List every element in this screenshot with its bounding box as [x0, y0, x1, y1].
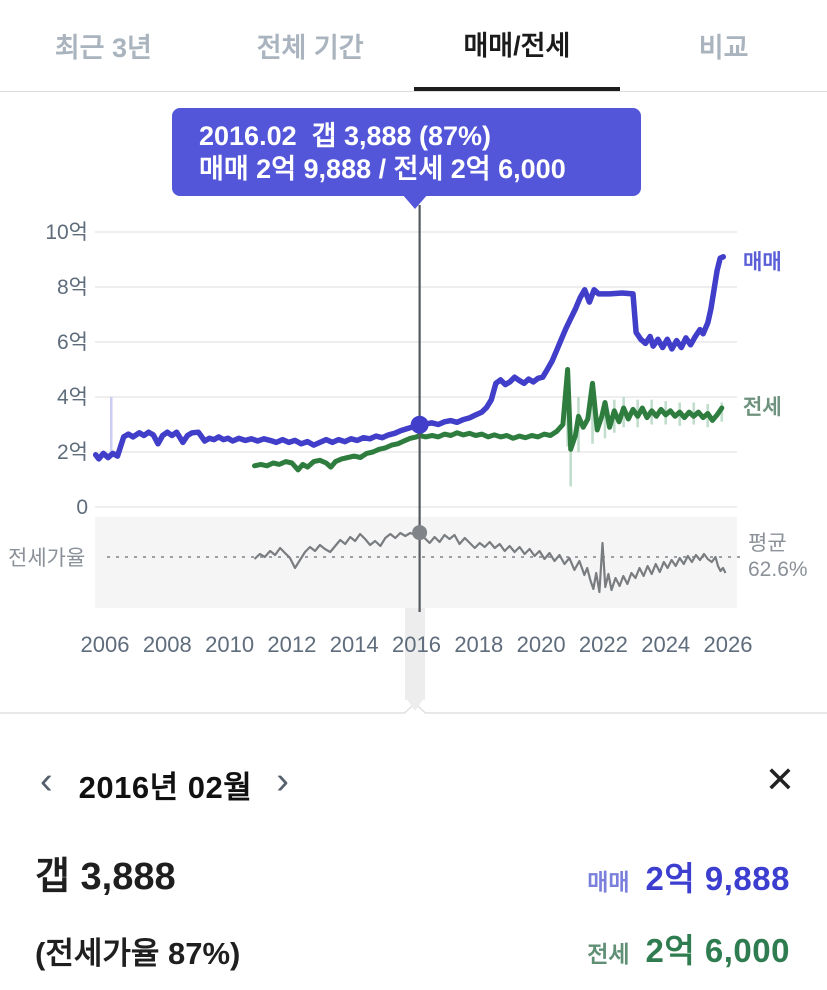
sale-value: 2억 9,888 [645, 860, 790, 897]
tooltip-line1: 2016.02 갭 3,888 (87%) [199, 121, 492, 151]
sale-price-row: 매매 2억 9,888 [587, 852, 790, 900]
x-axis-year-label: 2010 [205, 632, 254, 657]
jeonse-price-line [252, 367, 725, 473]
y-axis-tick-label: 4억 [57, 386, 88, 409]
jeonse-series-label: 전세 [743, 396, 782, 419]
tooltip-arrow [402, 194, 428, 209]
period-tab-bar: 최근 3년 전체 기간 매매/전세 비교 [0, 0, 827, 92]
price-summary: 매매 2억 9,888 전세 2억 6,000 [587, 852, 790, 972]
average-label: 평균 [748, 532, 787, 555]
x-axis-year-label: 2014 [330, 632, 379, 657]
selected-month-title: 2016년 02월 [78, 769, 253, 805]
average-value-label: 62.6% [748, 558, 808, 581]
x-axis-year-label: 2020 [517, 632, 566, 657]
jeonse-price-row: 전세 2억 6,000 [587, 924, 790, 972]
y-axis-tick-label: 0 [76, 496, 88, 519]
x-axis-year-label: 2018 [454, 632, 503, 657]
detail-panel-header: ‹ 2016년 02월 › ✕ [0, 756, 827, 812]
tab-compare[interactable]: 비교 [698, 33, 749, 63]
jeonse-value: 2억 6,000 [645, 932, 790, 969]
jeonse-ratio-line [253, 531, 727, 594]
gap-value: 갭 3,888 [35, 856, 176, 898]
selection-column-band [405, 608, 425, 700]
jeonse-label: 전세 [587, 941, 630, 967]
x-axis-year-label: 2008 [143, 632, 192, 657]
x-axis-year-label: 2012 [267, 632, 316, 657]
sale-point-marker [410, 415, 429, 434]
prev-month-button[interactable]: ‹ [40, 760, 53, 802]
y-axis-tick-label: 6억 [57, 331, 88, 354]
tab-entire-period[interactable]: 전체 기간 [256, 33, 364, 63]
close-icon[interactable]: ✕ [764, 759, 795, 800]
x-axis-year-label: 2022 [579, 632, 628, 657]
ratio-point-marker [412, 525, 428, 541]
chart-tooltip: 2016.02 갭 3,888 (87%) 매매 2억 9,888 / 전세 2… [172, 108, 641, 209]
selection-band-tip [406, 698, 424, 711]
sale-series-label: 매매 [743, 251, 782, 274]
x-axis-year-label: 2024 [641, 632, 690, 657]
x-axis-year-label: 2026 [704, 632, 753, 657]
tab-sale-jeonse[interactable]: 매매/전세 [413, 0, 621, 91]
sale-label: 매매 [587, 869, 630, 895]
y-axis-tick-label: 2억 [57, 441, 88, 464]
gap-summary: 갭 3,888 (전세가율 87%) [35, 845, 240, 973]
y-axis-tick-label: 10억 [45, 221, 88, 244]
y-axis-tick-label: 8억 [57, 276, 88, 299]
jeonse-ratio-note: (전세가율 87%) [35, 936, 241, 971]
x-axis-year-label: 2006 [81, 632, 130, 657]
next-month-button[interactable]: › [276, 760, 289, 802]
ratio-axis-label: 전세가율 [8, 547, 85, 570]
tab-recent-3y[interactable]: 최근 3년 [54, 33, 152, 63]
x-axis-year-label: 2016 [392, 632, 441, 657]
tooltip-line2: 매매 2억 9,888 / 전세 2억 6,000 [199, 154, 566, 184]
